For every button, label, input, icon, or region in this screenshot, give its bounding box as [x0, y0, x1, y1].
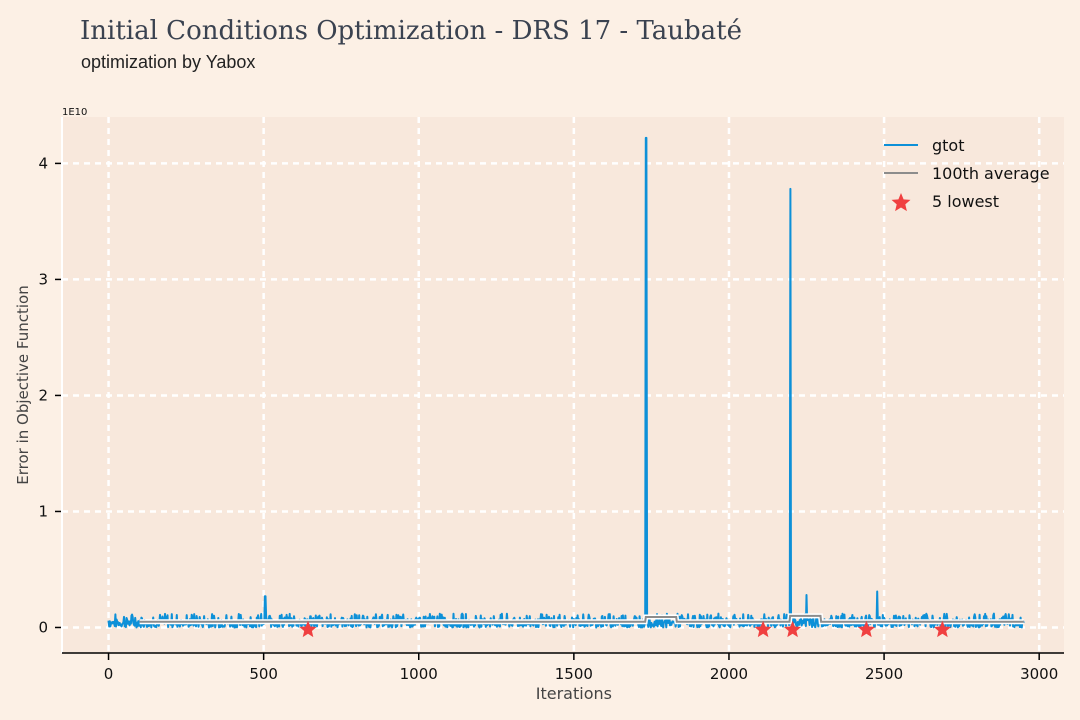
x-tick-label: 1000 [400, 665, 438, 683]
x-tick-label: 500 [249, 665, 278, 683]
y-tick-label: 2 [38, 386, 48, 404]
legend: gtot 100th average 5 lowest [884, 136, 1050, 212]
lowest-star-marker [754, 620, 772, 638]
y-tick-label: 4 [38, 154, 48, 172]
x-tick-label: 1500 [555, 665, 593, 683]
legend-label: gtot [932, 136, 965, 155]
series-average-line [139, 614, 1024, 623]
series-layer [107, 136, 1025, 638]
lowest-star-marker [933, 620, 951, 638]
plot-area [62, 117, 1064, 653]
chart-title: Initial Conditions Optimization - DRS 17… [80, 16, 743, 46]
y-axis-scale-label: 1E10 [62, 107, 87, 118]
lowest-star-marker [784, 620, 802, 638]
y-tick-label: 1 [38, 502, 48, 520]
x-tick-label: 2000 [710, 665, 748, 683]
lowest-star-marker [857, 620, 875, 638]
y-tick-label: 3 [38, 270, 48, 288]
x-tick-label: 3000 [1020, 665, 1058, 683]
axes: 0 500 1000 1500 2000 2500 3000 0 1 2 3 4 [38, 117, 1064, 683]
legend-label: 100th average [932, 164, 1050, 183]
legend-label: 5 lowest [932, 192, 999, 211]
y-axis-label: Error in Objective Function [14, 285, 32, 484]
legend-lowest-swatch [891, 193, 911, 212]
gridlines [62, 117, 1064, 653]
lowest-star-marker [299, 620, 317, 638]
x-axis-label: Iterations [536, 684, 612, 703]
chart-subtitle: optimization by Yabox [81, 52, 256, 72]
y-tick-label: 0 [38, 618, 48, 636]
x-tick-label: 2500 [865, 665, 903, 683]
x-tick-label: 0 [104, 665, 114, 683]
